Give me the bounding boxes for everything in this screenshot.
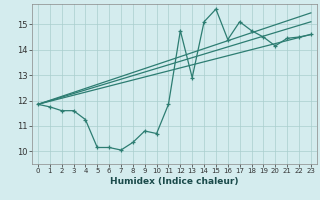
X-axis label: Humidex (Indice chaleur): Humidex (Indice chaleur): [110, 177, 239, 186]
